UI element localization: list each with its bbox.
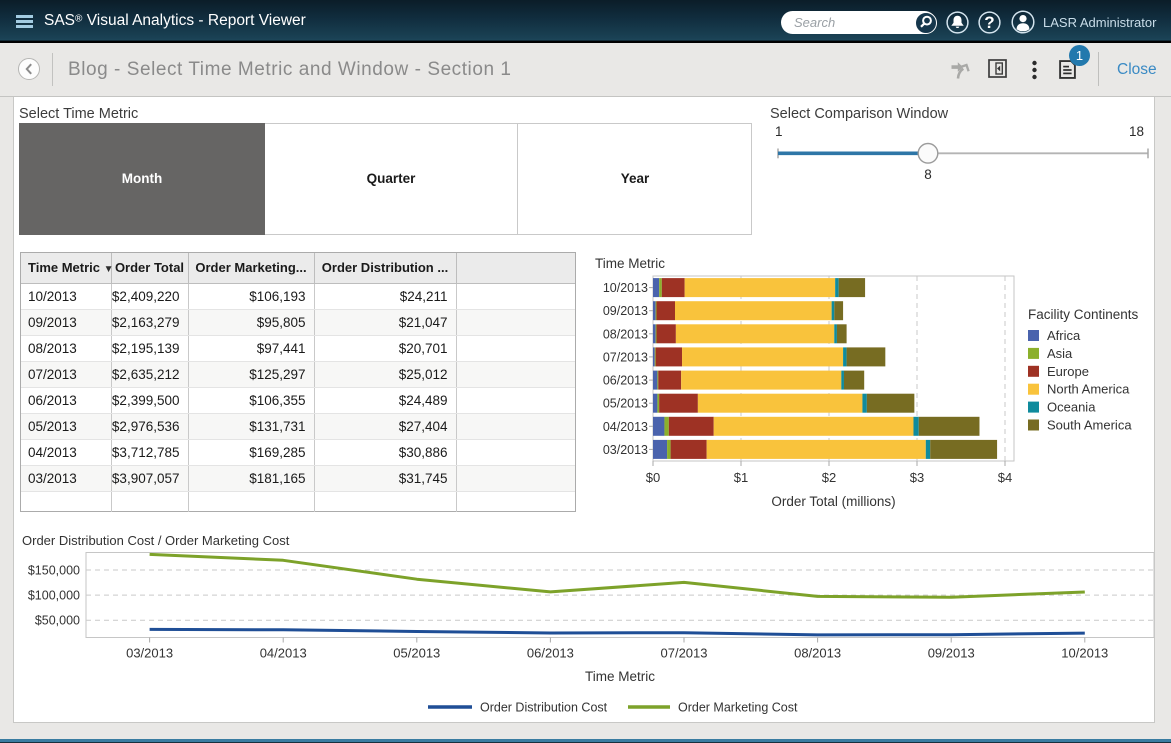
svg-text:06/2013: 06/2013 — [603, 374, 648, 388]
svg-text:07/2013: 07/2013 — [603, 350, 648, 364]
svg-text:Facility Continents: Facility Continents — [1028, 307, 1139, 322]
svg-text:Order Distribution Cost / Orde: Order Distribution Cost / Order Marketin… — [22, 533, 290, 548]
svg-text:09/2013: 09/2013 — [928, 646, 975, 661]
svg-text:03/2013: 03/2013 — [126, 646, 173, 661]
svg-text:Order Marketing Cost: Order Marketing Cost — [678, 701, 798, 715]
svg-text:South America: South America — [1047, 418, 1132, 433]
svg-text:05/2013: 05/2013 — [603, 397, 648, 411]
svg-text:$150,000: $150,000 — [28, 564, 80, 578]
svg-text:Africa: Africa — [1047, 328, 1081, 343]
svg-text:04/2013: 04/2013 — [260, 646, 307, 661]
svg-text:North America: North America — [1047, 382, 1130, 397]
svg-text:$1: $1 — [734, 470, 748, 485]
svg-text:$0: $0 — [646, 470, 660, 485]
svg-text:06/2013: 06/2013 — [527, 646, 574, 661]
svg-text:?: ? — [984, 13, 994, 32]
svg-text:07/2013: 07/2013 — [661, 646, 708, 661]
svg-text:$50,000: $50,000 — [35, 614, 80, 628]
svg-text:09/2013: 09/2013 — [603, 304, 648, 318]
svg-text:$3: $3 — [910, 470, 924, 485]
svg-text:$2: $2 — [822, 470, 836, 485]
svg-text:08/2013: 08/2013 — [794, 646, 841, 661]
svg-text:Europe: Europe — [1047, 364, 1089, 379]
svg-text:8: 8 — [924, 167, 932, 182]
svg-text:03/2013: 03/2013 — [603, 443, 648, 457]
svg-text:Order Distribution Cost: Order Distribution Cost — [480, 701, 608, 715]
svg-text:08/2013: 08/2013 — [603, 327, 648, 341]
svg-text:10/2013: 10/2013 — [603, 281, 648, 295]
svg-text:Time Metric: Time Metric — [585, 669, 655, 684]
svg-text:05/2013: 05/2013 — [393, 646, 440, 661]
svg-text:04/2013: 04/2013 — [603, 420, 648, 434]
svg-text:Order Total (millions): Order Total (millions) — [771, 494, 895, 509]
svg-text:Oceania: Oceania — [1047, 400, 1096, 415]
svg-text:$100,000: $100,000 — [28, 589, 80, 603]
svg-text:10/2013: 10/2013 — [1061, 646, 1108, 661]
svg-text:$4: $4 — [998, 470, 1012, 485]
svg-text:Time Metric: Time Metric — [595, 256, 665, 271]
svg-text:Asia: Asia — [1047, 346, 1073, 361]
